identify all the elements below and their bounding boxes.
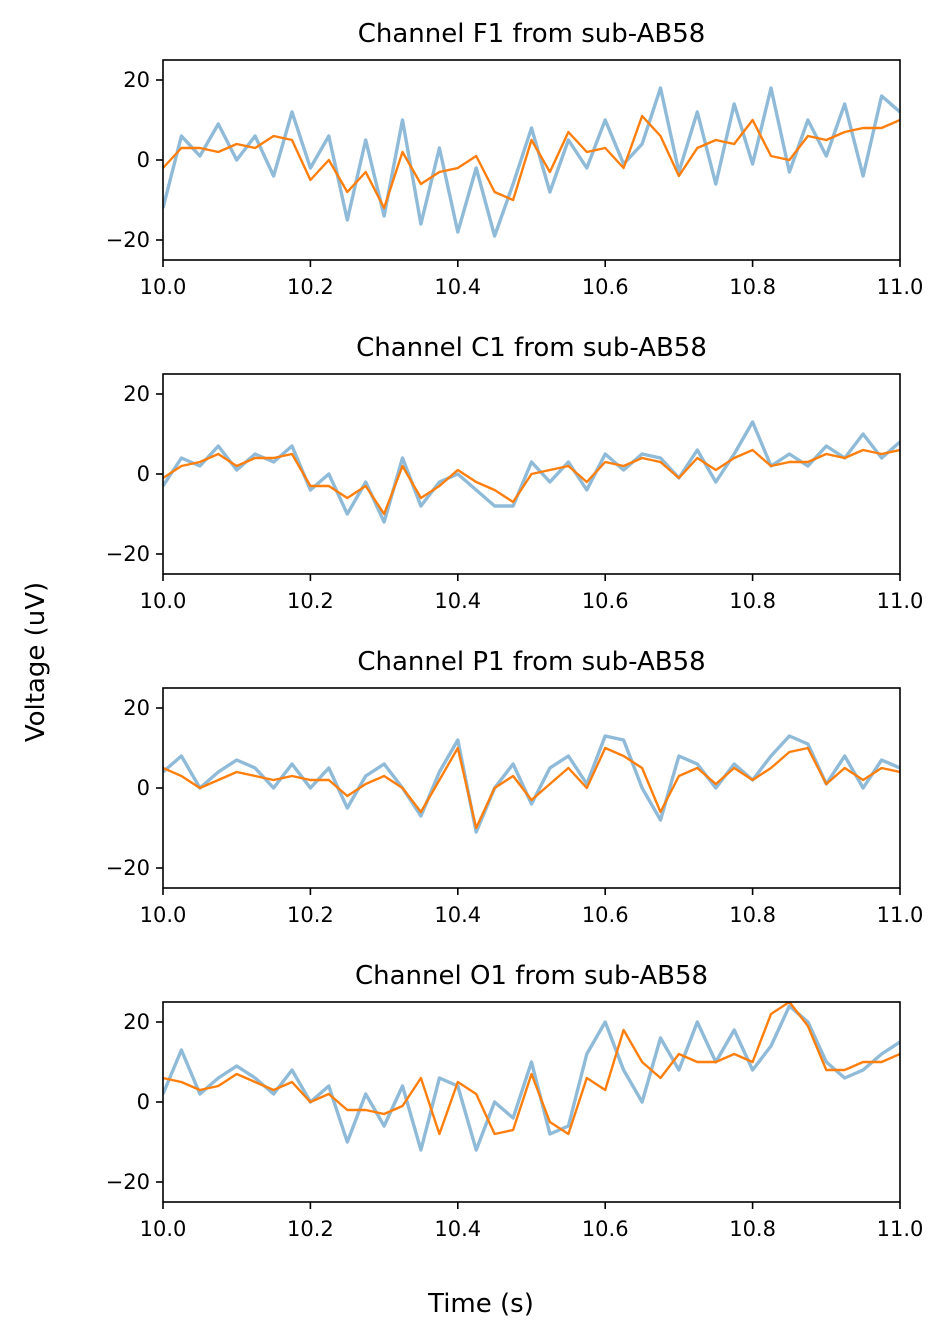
subplot-title: Channel C1 from sub-AB58	[356, 333, 707, 363]
x-tick-label: 10.8	[729, 903, 776, 927]
subplot-2: Channel C1 from sub-AB58 10.0 10.2 10.4 10.6…	[106, 333, 924, 613]
x-tick-label: 10.8	[729, 275, 776, 299]
x-tick-label: 11.0	[877, 589, 924, 613]
x-tick-label: 10.4	[434, 903, 481, 927]
subplot-4: Channel O1 from sub-AB58 10.0 10.2 10.4 10.6…	[106, 961, 924, 1241]
x-tick-label: 10.8	[729, 589, 776, 613]
x-tick-label: 10.4	[434, 1217, 481, 1241]
y-tick-label: 20	[123, 1010, 150, 1034]
y-tick-label: 20	[123, 696, 150, 720]
subplot-3: Channel P1 from sub-AB58 10.0 10.2 10.4 10.6…	[106, 647, 924, 927]
x-tick-label: 10.6	[582, 275, 629, 299]
x-tick-label: 10.6	[582, 1217, 629, 1241]
series-line-smoothed	[163, 448, 900, 516]
series-line-raw	[163, 1004, 900, 1152]
y-tick-label: 20	[123, 68, 150, 92]
series-line-smoothed	[163, 746, 900, 830]
x-tick-label: 11.0	[877, 903, 924, 927]
plot-frame	[162, 1001, 901, 1203]
x-tick-label: 10.0	[140, 589, 187, 613]
x-tick-label: 10.8	[729, 1217, 776, 1241]
series-line-raw	[163, 420, 900, 524]
y-tick-label: 0	[137, 776, 150, 800]
x-tick-label: 10.2	[287, 275, 334, 299]
y-tick-label: −20	[106, 1170, 150, 1194]
x-tick-label: 11.0	[877, 1217, 924, 1241]
x-tick-label: 10.4	[434, 275, 481, 299]
subplots-container: Channel F1 from sub-AB58 10.0 10.2 10.4 10.6…	[106, 19, 924, 1241]
subplot-title: Channel F1 from sub-AB58	[358, 19, 706, 49]
y-tick-label: 0	[137, 1090, 150, 1114]
x-tick-label: 10.0	[140, 903, 187, 927]
x-tick-label: 10.0	[140, 1217, 187, 1241]
subplot-title: Channel P1 from sub-AB58	[357, 647, 705, 677]
series-line-smoothed	[163, 1002, 900, 1136]
subplot-title: Channel O1 from sub-AB58	[355, 961, 708, 991]
x-tick-label: 10.6	[582, 589, 629, 613]
y-tick-label: 0	[137, 148, 150, 172]
y-tick-label: 20	[123, 382, 150, 406]
y-tick-label: −20	[106, 228, 150, 252]
x-tick-label: 10.4	[434, 589, 481, 613]
series-line-raw	[163, 86, 900, 238]
y-tick-label: 0	[137, 462, 150, 486]
x-tick-label: 10.2	[287, 1217, 334, 1241]
x-axis-title: Time (s)	[427, 1289, 534, 1319]
x-tick-label: 10.6	[582, 903, 629, 927]
x-tick-label: 10.2	[287, 589, 334, 613]
x-tick-label: 10.2	[287, 903, 334, 927]
y-tick-label: −20	[106, 542, 150, 566]
y-tick-label: −20	[106, 856, 150, 880]
x-tick-label: 10.0	[140, 275, 187, 299]
series-line-smoothed	[163, 114, 900, 210]
series-line-raw	[163, 734, 900, 834]
subplot-1: Channel F1 from sub-AB58 10.0 10.2 10.4 10.6…	[106, 19, 924, 299]
x-tick-label: 11.0	[877, 275, 924, 299]
y-axis-title: Voltage (uV)	[21, 582, 51, 742]
